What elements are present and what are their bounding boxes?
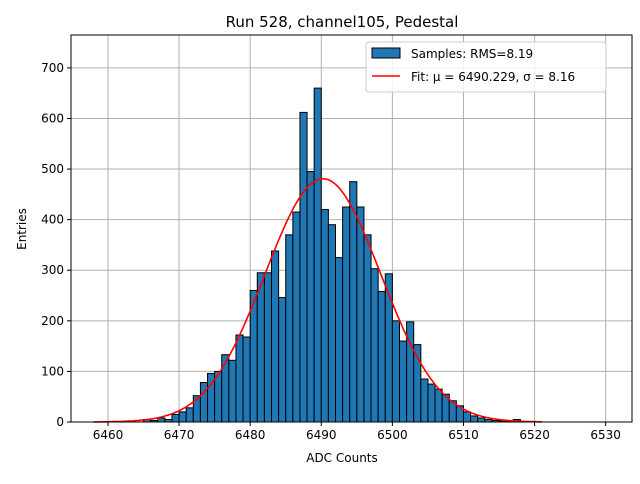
y-tick-label: 700	[41, 61, 64, 75]
y-tick-label: 100	[41, 364, 64, 378]
histogram-bar	[271, 250, 280, 423]
x-tick-label: 6460	[93, 428, 124, 442]
histogram-bar	[462, 411, 472, 423]
histogram-bar	[342, 206, 351, 423]
histogram-bar	[477, 417, 486, 423]
histogram-bar	[235, 334, 244, 423]
y-axis-label: Entries	[15, 208, 29, 250]
histogram-bar	[427, 383, 436, 423]
x-tick-label: 6490	[306, 428, 337, 442]
histogram-bar	[470, 415, 479, 423]
legend-label-samples: Samples: RMS=8.19	[411, 47, 533, 61]
histogram-bar	[349, 181, 358, 423]
histogram-bar	[335, 257, 344, 423]
histogram-bar	[398, 340, 408, 423]
histogram-bar	[299, 111, 308, 423]
histogram-bar	[256, 272, 265, 423]
fit-curve	[93, 177, 542, 423]
histogram-bar	[221, 354, 230, 423]
x-tick-label: 6480	[235, 428, 266, 442]
histogram-bar	[171, 413, 180, 423]
histogram-bar	[306, 171, 315, 423]
histogram-bar	[327, 224, 337, 423]
y-tick-label: 0	[56, 415, 64, 429]
y-tick-label: 600	[41, 111, 64, 125]
histogram-bar	[363, 234, 372, 423]
legend: Samples: RMS=8.19 Fit: μ = 6490.229, σ =…	[365, 41, 607, 93]
histogram-bar	[370, 268, 379, 423]
histogram-bar	[313, 87, 322, 423]
y-tick-label: 300	[41, 263, 64, 277]
histogram-bar	[228, 359, 237, 423]
histogram-bar	[356, 206, 365, 423]
histogram-bar	[278, 297, 287, 423]
chart-title: Run 528, channel105, Pedestal	[226, 13, 459, 31]
histogram-bar	[377, 290, 386, 423]
x-tick-label: 6530	[590, 428, 621, 442]
x-tick-label: 6520	[519, 428, 550, 442]
histogram-bar	[178, 411, 187, 423]
histogram-bar	[285, 234, 294, 423]
histogram-bar	[185, 407, 194, 423]
y-tick-label: 500	[41, 162, 64, 176]
histogram-bar	[391, 320, 400, 423]
histogram-bar	[263, 272, 273, 423]
histogram-bar	[292, 211, 301, 423]
histogram-bar	[420, 378, 429, 423]
histogram-bar	[242, 336, 251, 423]
histogram-bar	[320, 209, 329, 423]
y-tick-label: 400	[41, 213, 64, 227]
legend-swatch-samples	[371, 47, 401, 59]
plot-frame	[70, 34, 633, 423]
histogram-bar	[157, 417, 166, 423]
histogram-bar	[434, 388, 443, 423]
x-axis-label: ADC Counts	[306, 451, 378, 465]
x-tick-label: 6470	[164, 428, 195, 442]
x-tick-label: 6510	[448, 428, 479, 442]
y-tick-label: 200	[41, 314, 64, 328]
legend-label-fit: Fit: μ = 6490.229, σ = 8.16	[411, 70, 575, 84]
x-tick-label: 6500	[377, 428, 408, 442]
